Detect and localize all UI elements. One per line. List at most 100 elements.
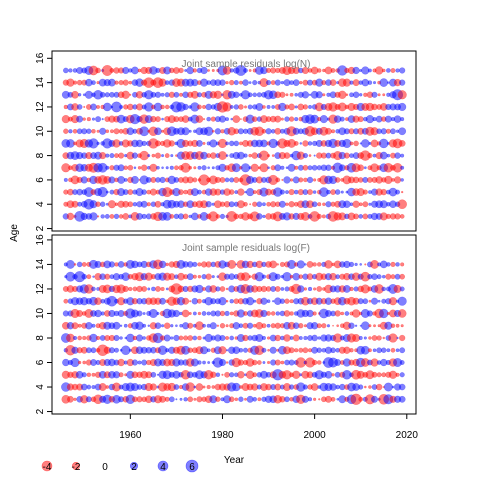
residual-bubble: [91, 323, 96, 328]
residual-bubble: [182, 297, 190, 305]
residual-bubble: [260, 297, 268, 305]
residual-bubble: [330, 67, 336, 73]
residual-bubble: [104, 92, 110, 98]
residual-bubble: [255, 102, 264, 111]
residual-bubble: [261, 323, 267, 329]
residual-bubble: [156, 311, 160, 316]
residual-bubble: [266, 299, 271, 304]
residual-bubble: [390, 323, 396, 328]
residual-bubble: [96, 141, 100, 146]
residual-bubble: [313, 154, 316, 157]
residual-bubble: [83, 105, 86, 108]
residual-bubble: [364, 263, 367, 266]
residual-bubble: [237, 371, 245, 379]
residual-bubble: [359, 263, 363, 266]
residual-bubble: [101, 117, 104, 121]
residual-bubble: [225, 361, 229, 364]
panels: 2 4 6 8 10 12 14 16 Joint sample residuals log(N…: [35, 50, 417, 415]
residual-bubble: [195, 115, 204, 123]
residual-bubble: [394, 213, 401, 220]
residual-bubble: [108, 176, 116, 184]
panel-2: 2 4 6 8 10 12 14 16 Joint sample residuals log(F…: [35, 234, 417, 415]
residual-bubble: [219, 79, 226, 86]
residual-bubble: [86, 274, 92, 280]
residual-bubble: [113, 128, 120, 135]
residual-bubble: [163, 334, 171, 342]
legend-bubble: [185, 459, 199, 473]
residual-bubble: [283, 176, 291, 184]
residual-bubble: [224, 310, 230, 317]
residual-bubble: [192, 68, 197, 73]
residual-bubble: [385, 128, 391, 134]
residual-bubble: [218, 358, 227, 367]
residual-bubble: [288, 347, 295, 354]
residual-bubble: [401, 190, 404, 194]
residual-bubble: [289, 178, 294, 182]
residual-bubble: [225, 117, 230, 122]
residual-bubble: [283, 310, 291, 317]
residual-bubble: [216, 324, 220, 327]
residual-bubble: [105, 165, 110, 170]
residual-bubble: [228, 396, 235, 403]
residual-bubble: [188, 129, 192, 133]
residual-bubble: [397, 90, 407, 100]
residual-bubble: [211, 68, 215, 73]
residual-bubble: [225, 141, 230, 146]
residual-bubble: [188, 311, 192, 316]
residual-bubble: [399, 360, 405, 365]
residual-bubble: [379, 78, 389, 87]
residual-bubble: [284, 396, 290, 403]
residual-bubble: [372, 81, 377, 85]
residual-bubble: [178, 67, 184, 74]
residual-bubble: [224, 371, 231, 378]
legend-bubble: [71, 461, 81, 471]
residual-bubble: [241, 272, 251, 282]
residual-bubble: [312, 397, 317, 401]
residual-bubble: [182, 103, 189, 111]
residual-bubble: [159, 297, 167, 305]
residual-bubble: [358, 202, 363, 207]
residual-bubble: [358, 93, 363, 97]
residual-bubble: [324, 370, 333, 379]
residual-bubble: [203, 126, 214, 136]
residual-bubble: [252, 396, 258, 402]
residual-bubble: [112, 321, 121, 330]
residual-bubble: [207, 69, 211, 72]
residual-bubble: [187, 335, 194, 341]
y-tick-label: 4: [35, 384, 46, 390]
residual-bubble: [317, 202, 322, 207]
residual-bubble: [66, 260, 75, 269]
residual-bubble: [288, 201, 295, 208]
residual-bubble: [367, 152, 373, 159]
residual-bubble: [225, 287, 229, 291]
residual-bubble: [252, 190, 257, 195]
residual-bubble: [363, 385, 367, 389]
residual-bubble: [269, 346, 277, 354]
legend-label: 6: [189, 462, 195, 473]
x-tick-label: 1980: [211, 430, 234, 441]
residual-bubble: [393, 176, 402, 184]
residual-bubble: [381, 68, 386, 73]
residual-bubble: [376, 372, 382, 378]
residual-bubble: [135, 334, 144, 342]
legend-item: 6: [185, 459, 199, 473]
residual-bubble: [182, 213, 189, 220]
residual-bubble: [276, 263, 280, 266]
residual-bubble: [225, 349, 229, 352]
residual-bubble: [251, 359, 258, 366]
residual-bubble: [238, 80, 243, 85]
residual-bubble: [219, 286, 226, 292]
residual-bubble: [352, 200, 360, 208]
residual-bubble: [91, 117, 96, 121]
residual-bubble: [91, 129, 96, 134]
residual-bubble: [298, 274, 304, 279]
residual-bubble: [211, 385, 216, 389]
residual-bubble: [102, 102, 112, 112]
residual-bubble: [202, 360, 206, 365]
residual-bubble: [113, 213, 120, 220]
residual-bubble: [344, 311, 350, 316]
residual-bubble: [99, 152, 107, 160]
residual-bubble: [261, 347, 267, 353]
residual-bubble: [119, 336, 123, 340]
residual-bubble: [121, 90, 130, 99]
